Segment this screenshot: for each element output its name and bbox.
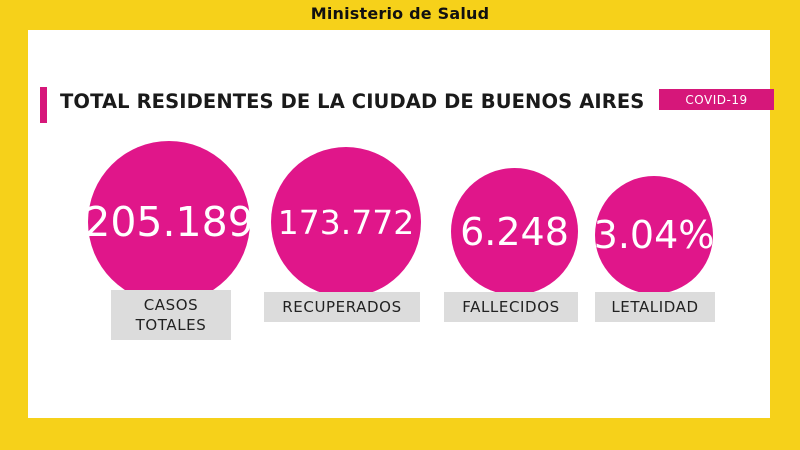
stat-label-line: RECUPERADOS <box>282 298 402 316</box>
stat-circle-letalidad: 3.04% <box>593 176 715 294</box>
stat-label-line: CASOS <box>143 296 199 314</box>
ministry-title: Ministerio de Salud <box>310 4 490 23</box>
stat-circle-recuperados: 173.772 <box>271 147 421 297</box>
stat-label-casos-totales: CASOS TOTALES <box>111 290 231 340</box>
stat-label-line: LETALIDAD <box>611 298 699 316</box>
stat-circle-casos-totales: 205.189 <box>84 141 254 303</box>
stat-circle-fallecidos: 6.248 <box>451 168 578 295</box>
stat-value-letalidad: 3.04% <box>593 213 715 257</box>
stat-label-line: FALLECIDOS <box>462 298 560 316</box>
stat-label-line: TOTALES <box>135 316 207 334</box>
stat-value-recuperados: 173.772 <box>277 202 415 242</box>
page-title: TOTAL RESIDENTES DE LA CIUDAD DE BUENOS … <box>60 90 645 113</box>
stat-label-recuperados: RECUPERADOS <box>264 292 420 322</box>
stat-label-letalidad: LETALIDAD <box>595 292 715 322</box>
stat-value-fallecidos: 6.248 <box>460 209 569 254</box>
content-panel: TOTAL RESIDENTES DE LA CIUDAD DE BUENOS … <box>28 30 774 418</box>
title-accent-bar <box>40 87 47 123</box>
stat-label-fallecidos: FALLECIDOS <box>444 292 578 322</box>
stat-value-casos-totales: 205.189 <box>84 198 254 246</box>
covid-badge: COVID-19 <box>659 89 774 110</box>
